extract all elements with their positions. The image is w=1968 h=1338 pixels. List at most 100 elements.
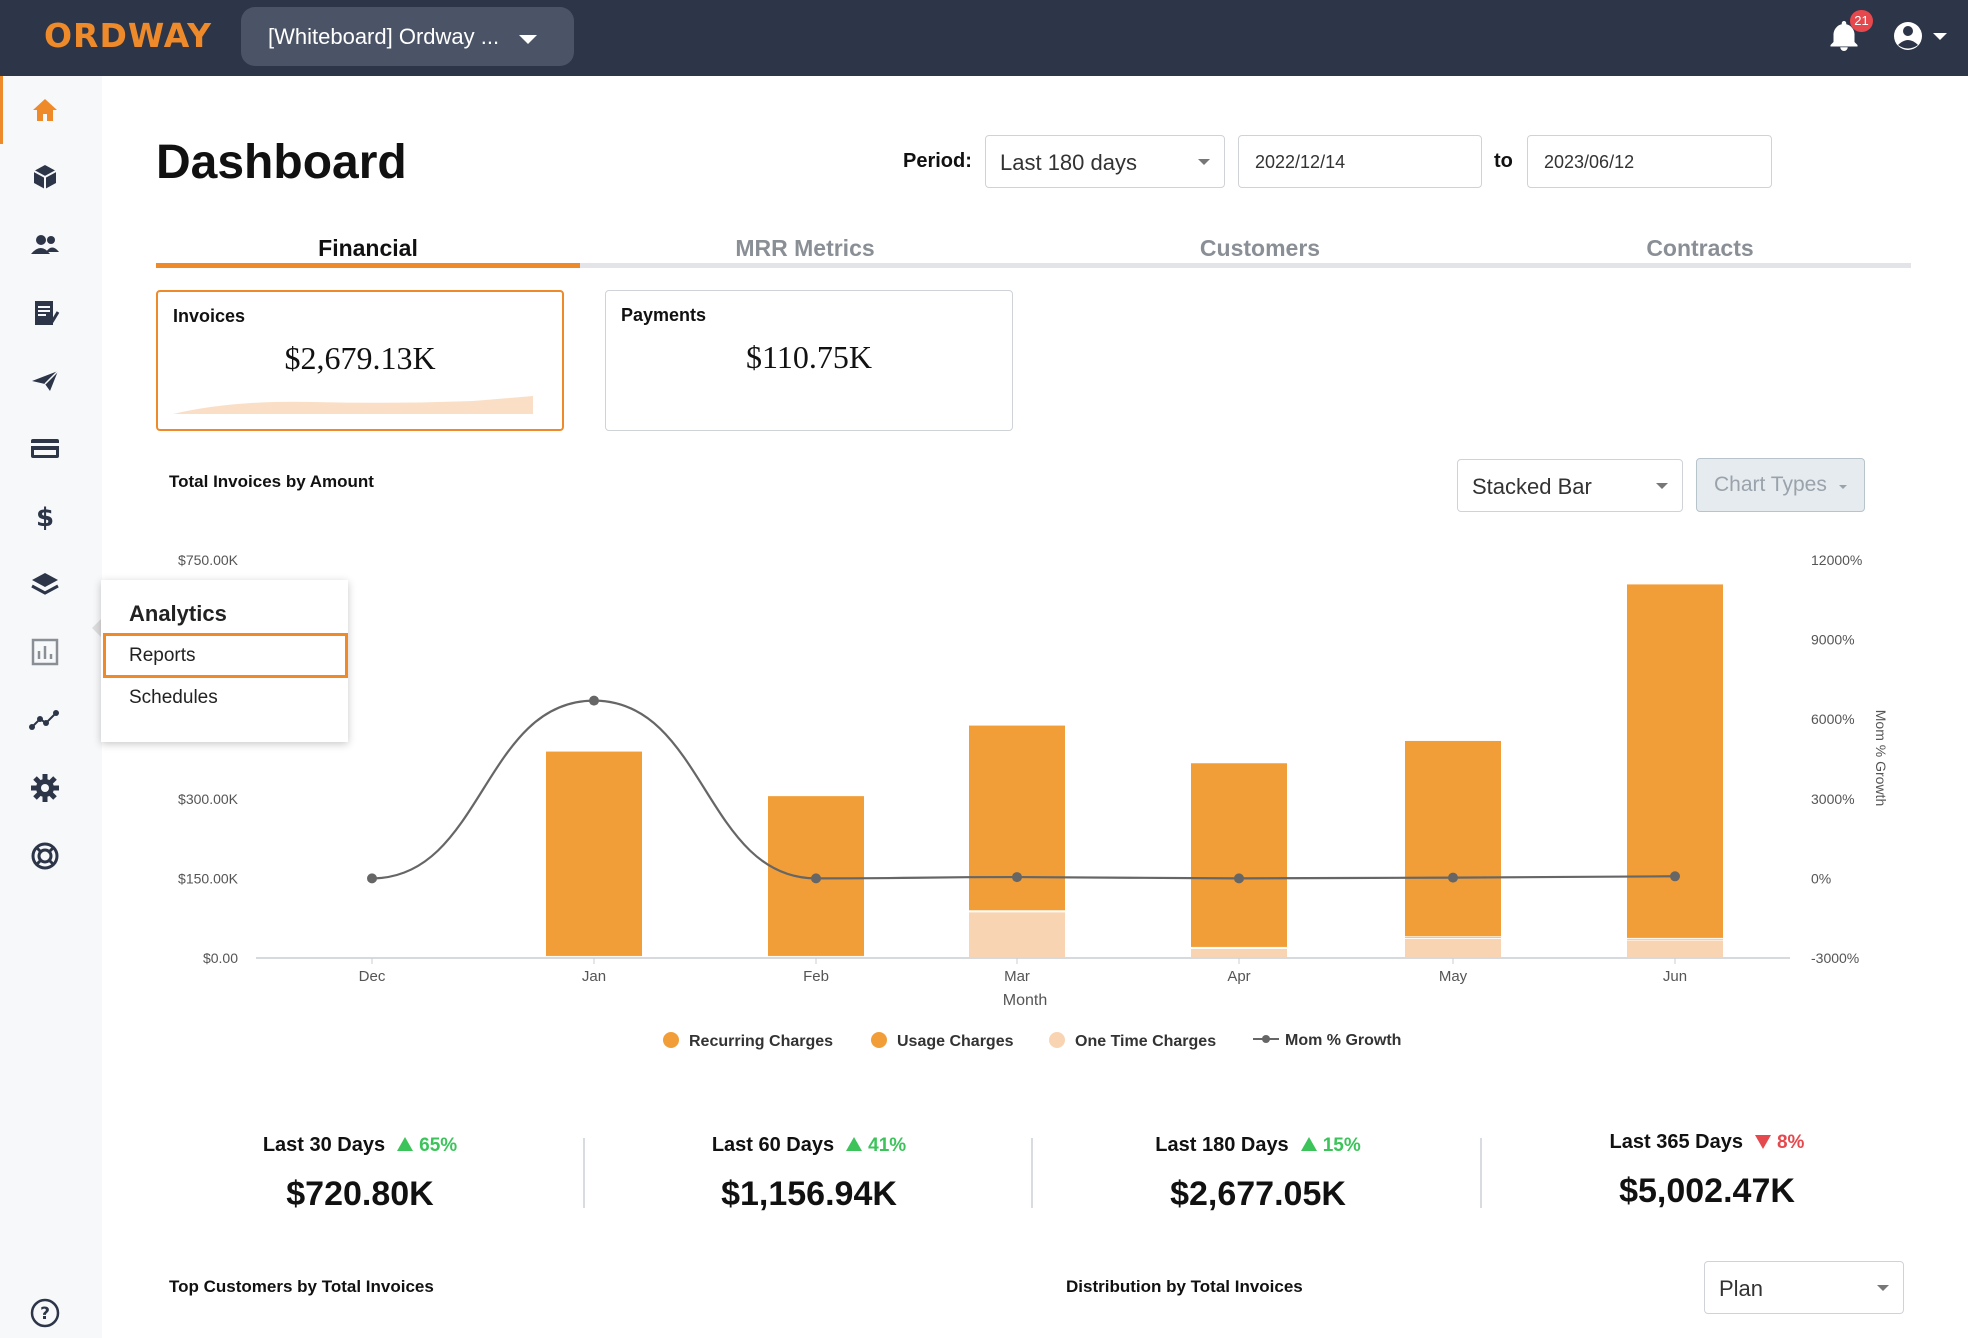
top-bar: ORDWAY [Whiteboard] Ordway ... 21 xyxy=(0,0,1968,76)
active-tab-indicator xyxy=(156,263,580,268)
flyout-item-reports[interactable]: Reports xyxy=(103,633,348,678)
x-tick-label: Jan xyxy=(582,968,606,985)
arrow-down-icon xyxy=(1754,1135,1771,1149)
invoice-icon[interactable] xyxy=(28,296,62,330)
sidebar xyxy=(0,76,102,1338)
distribution-select[interactable]: Plan xyxy=(1704,1261,1904,1314)
send-icon[interactable] xyxy=(28,363,62,397)
chevron-down-icon xyxy=(519,35,537,44)
dollar-icon[interactable]: $ xyxy=(28,499,62,533)
legend-line-swatch xyxy=(1253,1035,1279,1043)
stat-change-value: 41% xyxy=(868,1135,907,1156)
analytics-icon[interactable] xyxy=(28,635,62,669)
stat-value: $1,156.94K xyxy=(721,1175,897,1213)
y-right-tick-label: -3000% xyxy=(1811,950,1859,966)
svg-text:?: ? xyxy=(40,1304,50,1324)
y-right-tick-label: 0% xyxy=(1811,870,1831,886)
stat-change: 41% xyxy=(846,1135,906,1156)
gear-icon[interactable] xyxy=(28,771,62,805)
legend-label: Recurring Charges xyxy=(689,1033,834,1050)
y-left-tick-label: $150.00K xyxy=(178,870,239,886)
box-icon[interactable] xyxy=(28,160,62,194)
chart-title: Total Invoices by Amount xyxy=(169,472,374,491)
growth-point xyxy=(1448,872,1458,883)
card-icon[interactable] xyxy=(28,431,62,465)
bar-usage-charges xyxy=(1627,938,1723,940)
bar-recurring-charges xyxy=(969,725,1065,911)
y-left-tick-label: $300.00K xyxy=(178,791,239,807)
bar-usage-charges xyxy=(1405,937,1501,938)
chart-style-select[interactable]: Stacked Bar xyxy=(1457,459,1683,512)
stat-last-365-days: Last 365 Days 8% $5,002.47K xyxy=(1527,1131,1887,1211)
x-tick-label: May xyxy=(1439,968,1468,985)
total-invoices-chart: $0.00 $150.00K $300.00K $750.00K -3000% 0% 300… xyxy=(178,552,1889,1009)
layers-icon[interactable] xyxy=(28,567,62,601)
workspace-selector[interactable]: [Whiteboard] Ordway ... xyxy=(241,7,574,66)
legend-label: One Time Charges xyxy=(1075,1033,1217,1050)
legend-mom-growth[interactable]: Mom % Growth xyxy=(1253,1032,1401,1050)
bar-one-time-charges xyxy=(1191,948,1287,957)
growth-line xyxy=(371,699,1676,880)
home-icon[interactable] xyxy=(28,93,62,127)
tab-customers[interactable]: Customers xyxy=(1199,235,1321,261)
stat-divider xyxy=(1480,1138,1482,1208)
tabs-underline xyxy=(156,263,1911,268)
legend-swatch xyxy=(871,1032,887,1048)
help-icon[interactable]: ? xyxy=(28,1296,62,1330)
graph-icon[interactable] xyxy=(28,703,62,737)
start-date-input[interactable]: 2022/12/14 xyxy=(1238,135,1482,188)
growth-point xyxy=(1670,871,1680,882)
stat-label: Last 60 Days xyxy=(711,1134,835,1156)
tab-financial[interactable]: Financial xyxy=(318,235,418,261)
period-select[interactable]: Last 180 days xyxy=(985,135,1225,188)
chart-types-button[interactable]: Chart Types xyxy=(1696,458,1865,512)
stat-change: 65% xyxy=(397,1135,457,1156)
stat-value: $5,002.47K xyxy=(1619,1172,1795,1210)
invoices-card[interactable]: Invoices $2,679.13K xyxy=(156,290,564,431)
y-left-tick-label: $750.00K xyxy=(178,552,239,568)
legend-swatch xyxy=(1049,1032,1065,1048)
stat-last-30-days: Last 30 Days 65% $720.80K xyxy=(180,1134,540,1214)
bar-one-time-charges xyxy=(1405,938,1501,957)
flyout-item-schedules[interactable]: Schedules xyxy=(129,687,218,708)
stat-value: $2,677.05K xyxy=(1170,1175,1346,1213)
chevron-down-icon xyxy=(1877,1284,1889,1291)
card-title: Invoices xyxy=(173,306,246,326)
chevron-down-icon xyxy=(1839,485,1847,489)
account-menu[interactable] xyxy=(1893,18,1955,54)
distribution-select-value: Plan xyxy=(1719,1276,1764,1301)
ordway-logo[interactable]: ORDWAY xyxy=(44,16,213,55)
growth-point xyxy=(589,695,599,706)
chart-style-select-value: Stacked Bar xyxy=(1472,474,1592,499)
tab-contracts[interactable]: Contracts xyxy=(1646,235,1754,261)
bar-recurring-charges xyxy=(546,751,642,956)
bar-recurring-charges xyxy=(1627,584,1723,938)
distribution-title: Distribution by Total Invoices xyxy=(1066,1277,1303,1296)
users-icon[interactable] xyxy=(28,228,62,262)
stat-divider xyxy=(1031,1138,1033,1208)
date-range-to-label: to xyxy=(1494,150,1513,172)
y-right-tick-label: 6000% xyxy=(1811,711,1855,727)
growth-point xyxy=(1012,872,1022,883)
svg-text:$: $ xyxy=(36,503,54,533)
stat-change: 8% xyxy=(1754,1132,1805,1153)
flyout-title: Analytics xyxy=(129,601,227,626)
stat-label: Last 365 Days xyxy=(1609,1131,1743,1153)
lifebuoy-icon[interactable] xyxy=(28,839,62,873)
stat-last-60-days: Last 60 Days 41% $1,156.94K xyxy=(629,1134,989,1214)
x-tick-label: Apr xyxy=(1227,968,1250,985)
stat-change-value: 15% xyxy=(1322,1135,1361,1156)
tab-mrr-metrics[interactable]: MRR Metrics xyxy=(735,235,875,261)
payments-card[interactable]: Payments $110.75K xyxy=(605,290,1013,431)
stat-divider xyxy=(583,1138,585,1208)
x-tick-label: Dec xyxy=(359,968,386,985)
legend-usage-charges[interactable]: Usage Charges xyxy=(871,1032,1014,1051)
y-right-tick-label: 3000% xyxy=(1811,791,1855,807)
legend-recurring-charges[interactable]: Recurring Charges xyxy=(663,1032,833,1051)
legend-one-time-charges[interactable]: One Time Charges xyxy=(1049,1032,1216,1051)
stat-change-value: 8% xyxy=(1776,1132,1805,1153)
bell-icon[interactable] xyxy=(1826,18,1862,54)
x-tick-label: Mar xyxy=(1004,968,1030,985)
x-tick-label: Jun xyxy=(1663,968,1687,985)
end-date-input[interactable]: 2023/06/12 xyxy=(1527,135,1772,188)
